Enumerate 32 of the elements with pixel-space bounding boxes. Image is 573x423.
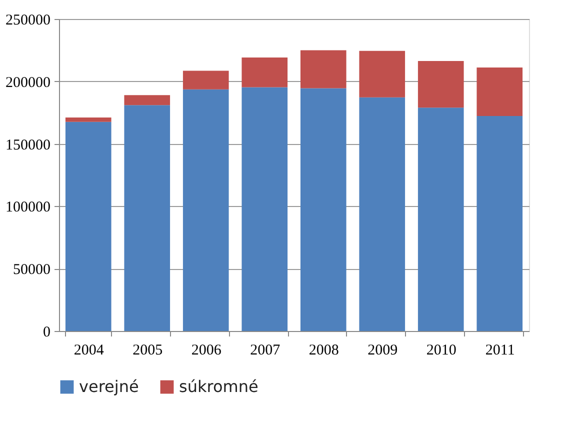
x-tick-label: 2006	[191, 342, 222, 358]
legend-label: verejné	[79, 377, 139, 396]
bar	[124, 105, 170, 331]
bar	[359, 50, 406, 98]
bar	[418, 61, 464, 108]
bar	[124, 95, 170, 106]
y-tick-label: 100000	[6, 200, 50, 216]
bar	[242, 87, 288, 331]
y-tick-label: 200000	[6, 74, 50, 91]
bar	[182, 89, 229, 331]
bar	[182, 70, 229, 90]
bar	[359, 97, 406, 331]
x-tick-label: 2005	[132, 342, 163, 358]
y-tick-label: 150000	[6, 137, 50, 154]
x-tick-label: 2007	[250, 342, 281, 358]
bar	[476, 68, 523, 116]
bar	[418, 108, 464, 331]
x-tick-label: 2008	[308, 342, 339, 358]
y-tick-label: 250000	[6, 12, 50, 28]
x-tick-label: 2004	[74, 342, 104, 358]
legend-label: súkromné	[179, 377, 258, 396]
x-tick-label: 2010	[426, 342, 456, 358]
bar	[65, 122, 112, 331]
y-tick-label: 0	[43, 324, 50, 340]
y-tick-label: 50000	[13, 262, 50, 278]
bar	[242, 57, 288, 88]
bar	[300, 50, 346, 88]
x-tick-label: 2009	[368, 342, 398, 358]
bar	[476, 116, 523, 331]
bar	[65, 117, 112, 122]
bar	[300, 88, 346, 331]
x-tick-label: 2011	[485, 342, 515, 358]
